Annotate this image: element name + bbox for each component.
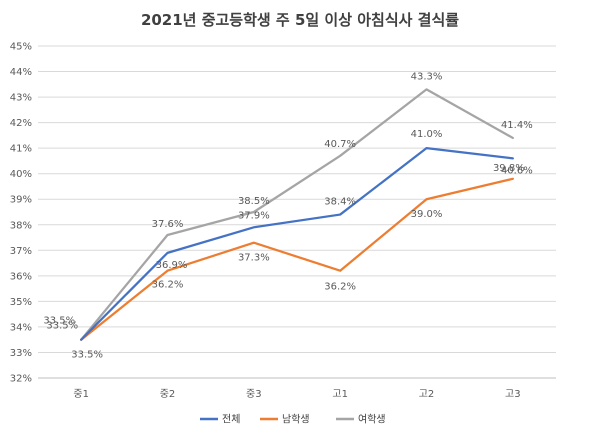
data-label: 33.5% [43,316,75,327]
data-label: 41.4% [501,120,533,131]
data-label: 43.3% [411,71,443,82]
x-tick-label: 고3 [505,389,521,400]
data-label: 37.6% [152,219,184,230]
series-line-1 [80,177,514,341]
y-tick-label: 36% [10,271,32,282]
y-tick-label: 41% [10,144,32,155]
data-label: 33.5% [71,350,103,361]
data-label: 37.9% [238,210,270,221]
y-tick-label: 35% [10,297,32,308]
data-label: 39.0% [411,209,443,220]
chart-title: 2021년 중고등학생 주 5일 이상 아침식사 결식률 [141,11,459,29]
legend-label: 전체 [222,414,240,426]
y-tick-label: 43% [10,93,32,104]
y-tick-label: 34% [10,322,32,333]
data-label: 36.9% [156,260,188,271]
x-tick-label: 중2 [160,388,176,400]
data-label: 38.5% [238,196,270,207]
data-label: 38.4% [324,197,356,208]
data-label: 40.6% [501,165,533,176]
y-tick-label: 39% [10,195,32,206]
data-label: 33.5% [46,321,78,332]
gridlines [38,45,556,379]
series-line-2 [80,88,514,341]
y-tick-label: 33% [10,348,32,359]
x-tick-label: 중3 [246,388,262,400]
y-tick-label: 32% [10,374,32,385]
x-tick-label: 중1 [73,388,89,400]
y-tick-label: 38% [10,220,32,231]
data-label: 37.3% [238,253,270,264]
y-tick-label: 45% [10,42,32,53]
y-tick-label: 42% [10,118,32,129]
series-line-0 [80,147,514,341]
y-tick-label: 37% [10,246,32,257]
data-label: 36.2% [152,280,184,291]
x-axis-tick-labels: 중1 중2 중3 고1 고2 고3 [73,388,520,400]
data-label: 40.7% [324,139,356,150]
legend-label: 여학생 [358,414,386,426]
series-lines [80,88,514,341]
data-label: 39.8% [493,163,525,174]
x-tick-label: 고1 [332,389,348,400]
legend-label: 남학생 [282,414,310,426]
data-label: 36.2% [324,282,356,293]
y-tick-label: 40% [10,169,32,180]
legend: 전체 남학생 여학생 [200,414,386,426]
y-tick-label: 44% [10,67,32,78]
y-axis-tick-labels: 32% 33% 34% 35% 36% 37% 38% 39% 40% 41% 42% 43% 44% 4… [10,42,32,385]
data-label: 41.0% [411,129,443,140]
x-tick-label: 고2 [419,389,435,400]
data-labels: 33.5% 36.9% 37.9% 38.4% 41.0% 40.6% 33.5% 36.2%… [43,71,532,360]
